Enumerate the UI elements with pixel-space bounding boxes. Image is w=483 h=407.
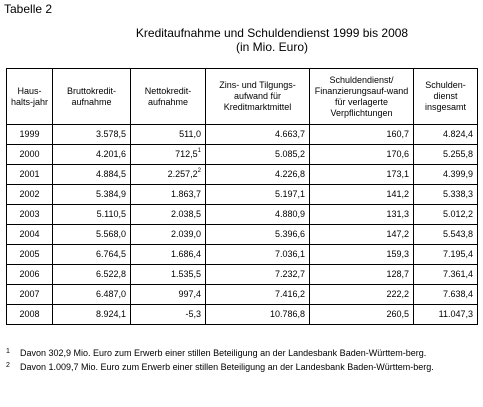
cell-total-debt-service: 4.399,9 — [413, 164, 478, 185]
table-row: 1999 3.578,5 511,0 4.663,7 160,7 4.824,4 — [6, 124, 478, 145]
debt-table: Haus-halts-jahr Bruttokredit-aufnahme Ne… — [6, 68, 478, 325]
cell-net-borrowing: 1.863,7 — [130, 184, 206, 205]
cell-interest-repayment: 10.786,8 — [205, 304, 310, 325]
header-gross-borrowing: Bruttokredit-aufnahme — [52, 68, 131, 125]
cell-gross-borrowing: 8.924,1 — [52, 304, 131, 325]
table-row: 2005 6.764,5 1.686,4 7.036,1 159,3 7.195,4 — [6, 244, 478, 265]
cell-year: 2002 — [6, 184, 53, 205]
cell-transferred-obligations: 160,7 — [309, 124, 414, 145]
table-row: 2006 6.522,8 1.535,5 7.232,7 128,7 7.361,4 — [6, 264, 478, 285]
cell-net-borrowing: 1.686,4 — [130, 244, 206, 265]
table-row: 2007 6.487,0 997,4 7.416,2 222,2 7.638,4 — [6, 284, 478, 305]
cell-net-borrowing: 997,4 — [130, 284, 206, 305]
cell-interest-repayment: 4.226,8 — [205, 164, 310, 185]
cell-total-debt-service: 11.047,3 — [413, 304, 478, 325]
cell-interest-repayment: 4.880,9 — [205, 204, 310, 225]
cell-total-debt-service: 7.361,4 — [413, 264, 478, 285]
cell-interest-repayment: 4.663,7 — [205, 124, 310, 145]
cell-net-borrowing: 511,0 — [130, 124, 206, 145]
cell-gross-borrowing: 5.110,5 — [52, 204, 131, 225]
footnote-text: Davon 302,9 Mio. Euro zum Erwerb einer s… — [20, 348, 427, 358]
cell-transferred-obligations: 260,5 — [309, 304, 414, 325]
cell-interest-repayment: 5.085,2 — [205, 144, 310, 165]
table-row: 2004 5.568,0 2.039,0 5.396,6 147,2 5.543,8 — [6, 224, 478, 245]
cell-year: 2008 — [6, 304, 53, 325]
table-row: 2008 8.924,1 -5,3 10.786,8 260,5 11.047,3 — [6, 304, 478, 325]
cell-gross-borrowing: 4.201,6 — [52, 144, 131, 165]
cell-interest-repayment: 7.036,1 — [205, 244, 310, 265]
cell-net-borrowing: -5,3 — [130, 304, 206, 325]
cell-net-borrowing: 2.257,22 — [130, 164, 206, 185]
header-transferred-obligations: Schuldendienst/ Finanzierungsauf-wand fü… — [309, 68, 414, 125]
cell-gross-borrowing: 4.884,5 — [52, 164, 131, 185]
cell-total-debt-service: 5.338,3 — [413, 184, 478, 205]
header-interest-repayment: Zins- und Tilgungs-aufwand für Kreditmar… — [205, 68, 310, 125]
cell-year: 2001 — [6, 164, 53, 185]
table-label: Tabelle 2 — [4, 2, 53, 16]
cell-year: 2004 — [6, 224, 53, 245]
cell-net-borrowing: 712,51 — [130, 144, 206, 165]
cell-transferred-obligations: 147,2 — [309, 224, 414, 245]
cell-year: 2000 — [6, 144, 53, 165]
header-row: Haus-halts-jahr Bruttokredit-aufnahme Ne… — [6, 68, 478, 125]
title-line-1: Kreditaufnahme und Schuldendienst 1999 b… — [135, 26, 409, 40]
cell-transferred-obligations: 222,2 — [309, 284, 414, 305]
cell-total-debt-service: 5.543,8 — [413, 224, 478, 245]
footnote-mark: 1 — [6, 348, 10, 355]
footnotes: 1 Davon 302,9 Mio. Euro zum Erwerb einer … — [6, 347, 478, 375]
header-total-debt-service: Schulden-dienst insgesamt — [413, 68, 478, 125]
cell-transferred-obligations: 170,6 — [309, 144, 414, 165]
cell-net-borrowing: 2.038,5 — [130, 204, 206, 225]
footnote-marker: 1 — [197, 148, 201, 154]
cell-year: 2005 — [6, 244, 53, 265]
cell-total-debt-service: 7.195,4 — [413, 244, 478, 265]
cell-total-debt-service: 4.824,4 — [413, 124, 478, 145]
cell-year: 2006 — [6, 264, 53, 285]
cell-gross-borrowing: 5.568,0 — [52, 224, 131, 245]
table-row: 2001 4.884,5 2.257,22 4.226,8 173,1 4.399,9 — [6, 164, 478, 185]
cell-transferred-obligations: 141,2 — [309, 184, 414, 205]
cell-total-debt-service: 5.012,2 — [413, 204, 478, 225]
table-row: 2003 5.110,5 2.038,5 4.880,9 131,3 5.012,2 — [6, 204, 478, 225]
cell-total-debt-service: 7.638,4 — [413, 284, 478, 305]
cell-interest-repayment: 5.396,6 — [205, 224, 310, 245]
table-row: 2000 4.201,6 712,51 5.085,2 170,6 5.255,8 — [6, 144, 478, 165]
cell-gross-borrowing: 6.522,8 — [52, 264, 131, 285]
footnote: 1 Davon 302,9 Mio. Euro zum Erwerb einer … — [6, 347, 478, 359]
footnote-marker: 2 — [197, 168, 201, 174]
cell-transferred-obligations: 173,1 — [309, 164, 414, 185]
cell-gross-borrowing: 3.578,5 — [52, 124, 131, 145]
cell-year: 2007 — [6, 284, 53, 305]
cell-interest-repayment: 5.197,1 — [205, 184, 310, 205]
footnote: 2 Davon 1.009,7 Mio. Euro zum Erwerb eine… — [6, 361, 478, 373]
cell-year: 1999 — [6, 124, 53, 145]
cell-transferred-obligations: 128,7 — [309, 264, 414, 285]
cell-gross-borrowing: 6.487,0 — [52, 284, 131, 305]
header-net-borrowing: Nettokredit-aufnahme — [130, 68, 206, 125]
cell-transferred-obligations: 159,3 — [309, 244, 414, 265]
cell-transferred-obligations: 131,3 — [309, 204, 414, 225]
table-row: 2002 5.384,9 1.863,7 5.197,1 141,2 5.338,3 — [6, 184, 478, 205]
cell-interest-repayment: 7.416,2 — [205, 284, 310, 305]
cell-year: 2003 — [6, 204, 53, 225]
table-title: Kreditaufnahme und Schuldendienst 1999 b… — [66, 26, 478, 54]
header-year: Haus-halts-jahr — [6, 68, 53, 125]
cell-net-borrowing: 2.039,0 — [130, 224, 206, 245]
cell-gross-borrowing: 6.764,5 — [52, 244, 131, 265]
title-line-2: (in Mio. Euro) — [235, 40, 309, 54]
cell-gross-borrowing: 5.384,9 — [52, 184, 131, 205]
footnote-mark: 2 — [6, 362, 10, 369]
footnote-text: Davon 1.009,7 Mio. Euro zum Erwerb einer… — [20, 362, 434, 372]
cell-net-borrowing: 1.535,5 — [130, 264, 206, 285]
table-body: 1999 3.578,5 511,0 4.663,7 160,7 4.824,4 2000 4… — [6, 124, 478, 325]
cell-total-debt-service: 5.255,8 — [413, 144, 478, 165]
cell-interest-repayment: 7.232,7 — [205, 264, 310, 285]
